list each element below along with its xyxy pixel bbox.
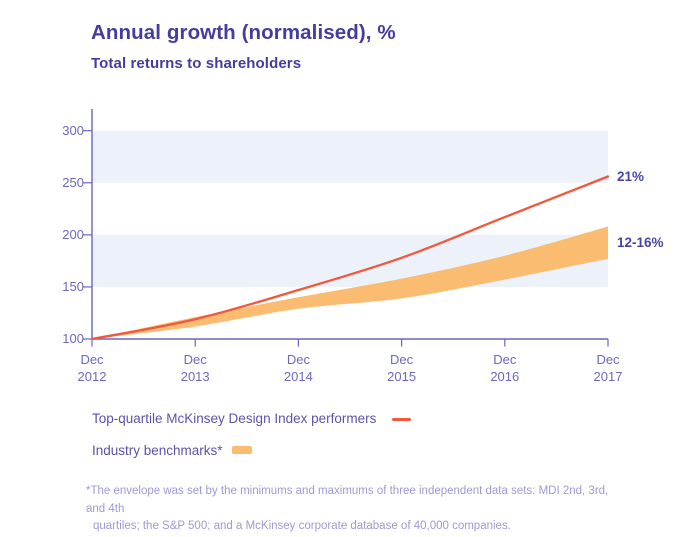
band-end-label: 12-16% [617,234,664,250]
y-tick-label: 150 [62,278,84,294]
plot-background-band [92,130,608,183]
legend-item-band-label: Industry benchmarks* [92,443,223,458]
legend-band-swatch-icon [232,446,252,454]
x-tick-label: Dec 2012 [77,352,107,384]
x-tick-label: Dec 2017 [593,352,623,384]
y-tick-label: 200 [62,226,84,242]
y-tick-label: 100 [62,331,84,346]
footnote: *The envelope was set by the minimums an… [86,483,626,536]
plot-area [83,109,610,347]
legend-item-line-label: Top-quartile McKinsey Design Index perfo… [92,411,377,426]
x-tick-label: Dec 2013 [180,352,210,384]
x-tick-label: Dec 2014 [283,352,313,384]
x-tick-label: Dec 2015 [387,352,417,384]
line-end-label: 21% [617,168,645,184]
y-tick-label: 300 [62,122,84,138]
footnote-line-1: *The envelope was set by the minimums an… [86,485,609,515]
mdi-performers-line [90,175,610,341]
chart-subtitle: Total returns to shareholders [91,55,302,72]
chart-title: Annual growth (normalised), % [91,21,396,44]
x-tick-label: Dec 2016 [490,352,520,384]
legend-line-swatch-icon [392,418,411,421]
y-tick-label: 250 [62,174,84,190]
footnote-line-2: quartiles; the S&P 500; and a McKinsey c… [93,520,511,532]
